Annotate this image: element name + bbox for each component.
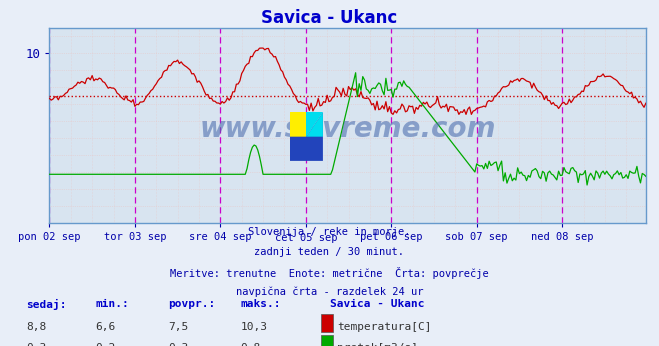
Text: www.si-vreme.com: www.si-vreme.com [200,115,496,143]
Text: 7,5: 7,5 [168,322,188,332]
Polygon shape [306,112,323,137]
Text: Slovenija / reke in morje.: Slovenija / reke in morje. [248,227,411,237]
Text: 0,3: 0,3 [168,343,188,346]
Polygon shape [306,112,323,137]
Text: 6,6: 6,6 [96,322,116,332]
Text: zadnji teden / 30 minut.: zadnji teden / 30 minut. [254,247,405,257]
Text: 0,8: 0,8 [241,343,261,346]
Text: navpična črta - razdelek 24 ur: navpična črta - razdelek 24 ur [236,287,423,297]
Text: maks.:: maks.: [241,299,281,309]
Text: sedaj:: sedaj: [26,299,67,310]
Text: temperatura[C]: temperatura[C] [337,322,432,332]
Text: Savica - Ukanc: Savica - Ukanc [330,299,424,309]
Polygon shape [290,112,306,137]
Text: 10,3: 10,3 [241,322,268,332]
Text: Meritve: trenutne  Enote: metrične  Črta: povprečje: Meritve: trenutne Enote: metrične Črta: … [170,267,489,279]
Text: 0,3: 0,3 [26,343,47,346]
Text: 0,2: 0,2 [96,343,116,346]
Text: Savica - Ukanc: Savica - Ukanc [262,9,397,27]
Text: povpr.:: povpr.: [168,299,215,309]
Text: pretok[m3/s]: pretok[m3/s] [337,343,418,346]
Text: 8,8: 8,8 [26,322,47,332]
Text: min.:: min.: [96,299,129,309]
Polygon shape [290,112,323,161]
